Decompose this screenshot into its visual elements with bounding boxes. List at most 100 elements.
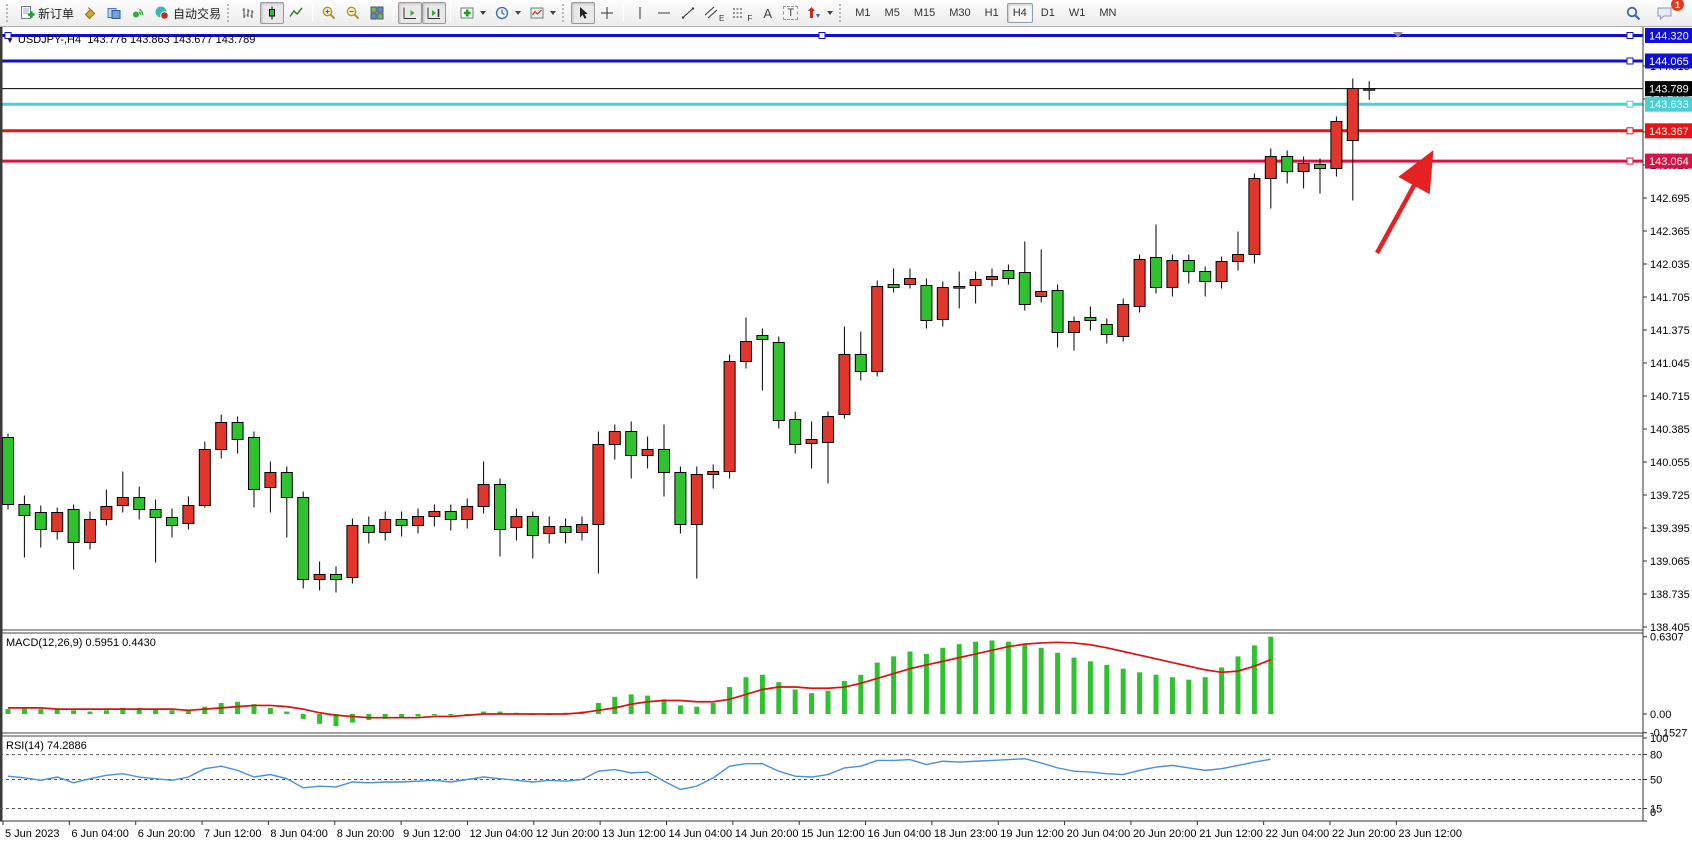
- cursor-arrow-icon: [580, 7, 588, 19]
- horizontal-line-button[interactable]: [652, 2, 676, 24]
- autotrading-icon: [155, 6, 169, 20]
- svg-text:7 Jun 12:00: 7 Jun 12:00: [204, 828, 261, 840]
- toolbar-grip[interactable]: [839, 4, 844, 22]
- svg-text:23 Jun 12:00: 23 Jun 12:00: [1398, 828, 1462, 840]
- paint-bucket-icon: [84, 7, 96, 20]
- template-icon: [530, 7, 544, 19]
- new-order-icon: [21, 6, 35, 19]
- timeframe-button-h1[interactable]: H1: [979, 3, 1005, 23]
- rsi-pane: 100 80 50 150: [0, 733, 1668, 822]
- chart-shift-icon: [427, 7, 441, 19]
- toolbar-grip[interactable]: [562, 4, 567, 22]
- label-tool-letter: T: [783, 6, 799, 20]
- timeframe-button-d1[interactable]: D1: [1035, 3, 1061, 23]
- zoom-in-icon: [322, 6, 336, 20]
- svg-text:0.6307: 0.6307: [1650, 632, 1684, 644]
- svg-text:80: 80: [1650, 750, 1662, 762]
- timeframe-button-m5[interactable]: M5: [879, 3, 906, 23]
- text-button[interactable]: A: [756, 2, 779, 24]
- indicators-button[interactable]: [455, 2, 490, 24]
- autotrading-label: 自动交易: [173, 6, 222, 21]
- equidistant-channel-button[interactable]: E: [700, 2, 728, 24]
- templates-button[interactable]: [525, 2, 560, 24]
- sounds-button[interactable]: [126, 2, 150, 24]
- tile-windows-icon: [370, 6, 384, 20]
- svg-text:144.065: 144.065: [1649, 56, 1689, 68]
- svg-text:16 Jun 04:00: 16 Jun 04:00: [868, 828, 932, 840]
- line-handle[interactable]: [1626, 32, 1634, 39]
- styles-button[interactable]: [78, 2, 102, 24]
- price-scale: 144.015143.685143.355143.025142.695142.3…: [1643, 61, 1690, 634]
- trendline-button[interactable]: [676, 2, 700, 24]
- svg-text:8 Jun 04:00: 8 Jun 04:00: [270, 828, 328, 840]
- svg-text:140.385: 140.385: [1650, 424, 1690, 436]
- svg-text:14 Jun 04:00: 14 Jun 04:00: [669, 828, 733, 840]
- rsi-line: [7, 758, 1271, 791]
- tile-windows-button[interactable]: [365, 2, 389, 24]
- line-handle[interactable]: [818, 32, 826, 39]
- fibonacci-button[interactable]: F: [728, 2, 756, 24]
- search-icon: [1626, 6, 1641, 20]
- svg-text:12 Jun 20:00: 12 Jun 20:00: [536, 828, 600, 840]
- chevron-down-icon: [515, 11, 522, 15]
- chevron-down-icon: [480, 11, 487, 15]
- chat-bubble-icon: [1657, 7, 1672, 21]
- candles: [2, 78, 1376, 593]
- autotrading-button[interactable]: 自动交易: [150, 2, 225, 24]
- auto-scroll-button[interactable]: [398, 2, 423, 24]
- timeframe-button-m15[interactable]: M15: [908, 3, 941, 23]
- svg-text:100: 100: [1650, 733, 1668, 745]
- line-handle[interactable]: [1626, 127, 1634, 135]
- auto-scroll-icon: [403, 7, 417, 19]
- svg-text:21 Jun 12:00: 21 Jun 12:00: [1199, 828, 1263, 840]
- chart-shift-marker[interactable]: [1393, 32, 1403, 38]
- line-handle[interactable]: [1626, 57, 1634, 65]
- svg-text:6 Jun 20:00: 6 Jun 20:00: [138, 828, 196, 840]
- chart-shift-button[interactable]: [422, 2, 447, 24]
- toolbar-grip[interactable]: [6, 4, 11, 22]
- line-handle[interactable]: [1626, 100, 1634, 108]
- cursor-button[interactable]: [571, 2, 596, 24]
- chart-canvas[interactable]: 144.015143.685143.355143.025142.695142.3…: [0, 27, 1692, 847]
- new-order-button[interactable]: 新订单: [15, 2, 78, 24]
- timeframe-button-h4[interactable]: H4: [1006, 3, 1033, 23]
- arrows-button[interactable]: [802, 2, 837, 24]
- svg-text:6 Jun 04:00: 6 Jun 04:00: [71, 828, 129, 840]
- toolbar-grip[interactable]: [227, 4, 232, 22]
- chart-title-text: USDJPY-,H4 143.776 143.863 143.677 143.7…: [17, 34, 256, 46]
- timeframe-button-m1[interactable]: M1: [849, 3, 876, 23]
- profiles-button[interactable]: [102, 2, 126, 24]
- svg-text:20 Jun 04:00: 20 Jun 04:00: [1067, 828, 1131, 840]
- line-chart-button[interactable]: [284, 2, 308, 24]
- text-tool-letter: A: [763, 5, 773, 21]
- zoom-in-button[interactable]: [317, 2, 341, 24]
- svg-text:8 Jun 20:00: 8 Jun 20:00: [337, 828, 395, 840]
- search-button[interactable]: [1621, 2, 1646, 24]
- svg-text:142.035: 142.035: [1650, 259, 1690, 271]
- timeframe-button-m30[interactable]: M30: [943, 3, 976, 23]
- timeframe-button-w1[interactable]: W1: [1063, 3, 1092, 23]
- periods-button[interactable]: [490, 2, 525, 24]
- trend-arrow-annotation[interactable]: [1375, 150, 1434, 255]
- svg-text:0: 0: [1650, 807, 1656, 819]
- crosshair-button[interactable]: [595, 2, 619, 24]
- macd-pane: 0.6307 0.00 -0.1527: [5, 632, 1687, 740]
- timeframe-button-mn[interactable]: MN: [1093, 3, 1122, 23]
- line-handle[interactable]: [1626, 157, 1634, 165]
- bar-chart-button[interactable]: [236, 2, 260, 24]
- channel-letter: E: [719, 14, 725, 23]
- indicators-icon: [460, 7, 474, 19]
- horizontal-level-lines[interactable]: [0, 32, 1643, 165]
- svg-text:143.367: 143.367: [1649, 126, 1689, 138]
- svg-text:142.695: 142.695: [1650, 193, 1690, 205]
- chat-button[interactable]: [1652, 2, 1678, 24]
- timeframe-bar: M1 M5 M15 M30 H1 H4 D1 W1 MN: [848, 3, 1123, 23]
- chart-title: ▼ USDJPY-,H4 143.776 143.863 143.677 143…: [6, 34, 255, 46]
- candlestick-chart-button[interactable]: [260, 2, 285, 24]
- text-label-button[interactable]: T: [779, 2, 802, 24]
- line-handle[interactable]: [4, 32, 12, 39]
- profiles-icon: [107, 8, 121, 19]
- vertical-line-button[interactable]: [628, 2, 652, 24]
- chart-window[interactable]: 144.015143.685143.355143.025142.695142.3…: [0, 27, 1692, 847]
- zoom-out-button[interactable]: [341, 2, 365, 24]
